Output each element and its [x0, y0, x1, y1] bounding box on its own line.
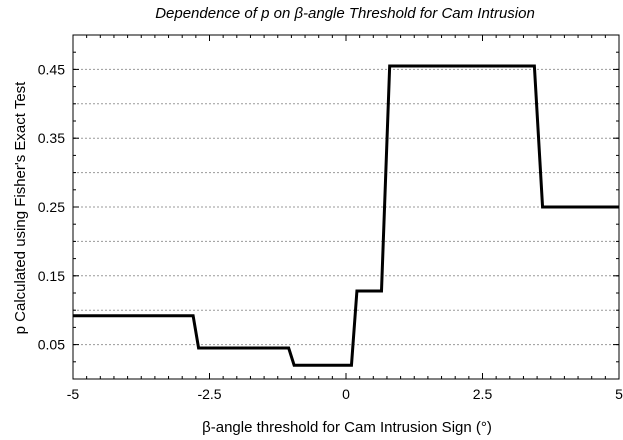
- grid-lines: [73, 68, 619, 346]
- x-axis-label: β-angle threshold for Cam Intrusion Sign…: [202, 419, 492, 436]
- x-tick-label: 0: [342, 386, 350, 402]
- series-layer: [73, 64, 619, 367]
- series-line: [73, 64, 619, 367]
- x-tick-label: 5: [615, 386, 623, 402]
- x-tick-label: -2.5: [197, 386, 221, 402]
- y-tick-label: 0.15: [38, 268, 65, 284]
- y-axis-tick-labels: 0.05 0.15 0.25 0.35 0.45: [38, 61, 65, 352]
- y-axis-label: p Calculated using Fisher's Exact Test: [12, 81, 29, 335]
- x-tick-label: 2.5: [473, 386, 493, 402]
- y-tick-label: 0.05: [38, 337, 65, 353]
- chart-title: Dependence of p on β-angle Threshold for…: [155, 5, 535, 22]
- y-tick-label: 0.45: [38, 61, 65, 77]
- y-tick-label: 0.25: [38, 199, 65, 215]
- y-tick-label: 0.35: [38, 130, 65, 146]
- x-tick-label: -5: [67, 386, 80, 402]
- x-axis-tick-labels: -5 -2.5 0 2.5 5: [67, 386, 623, 402]
